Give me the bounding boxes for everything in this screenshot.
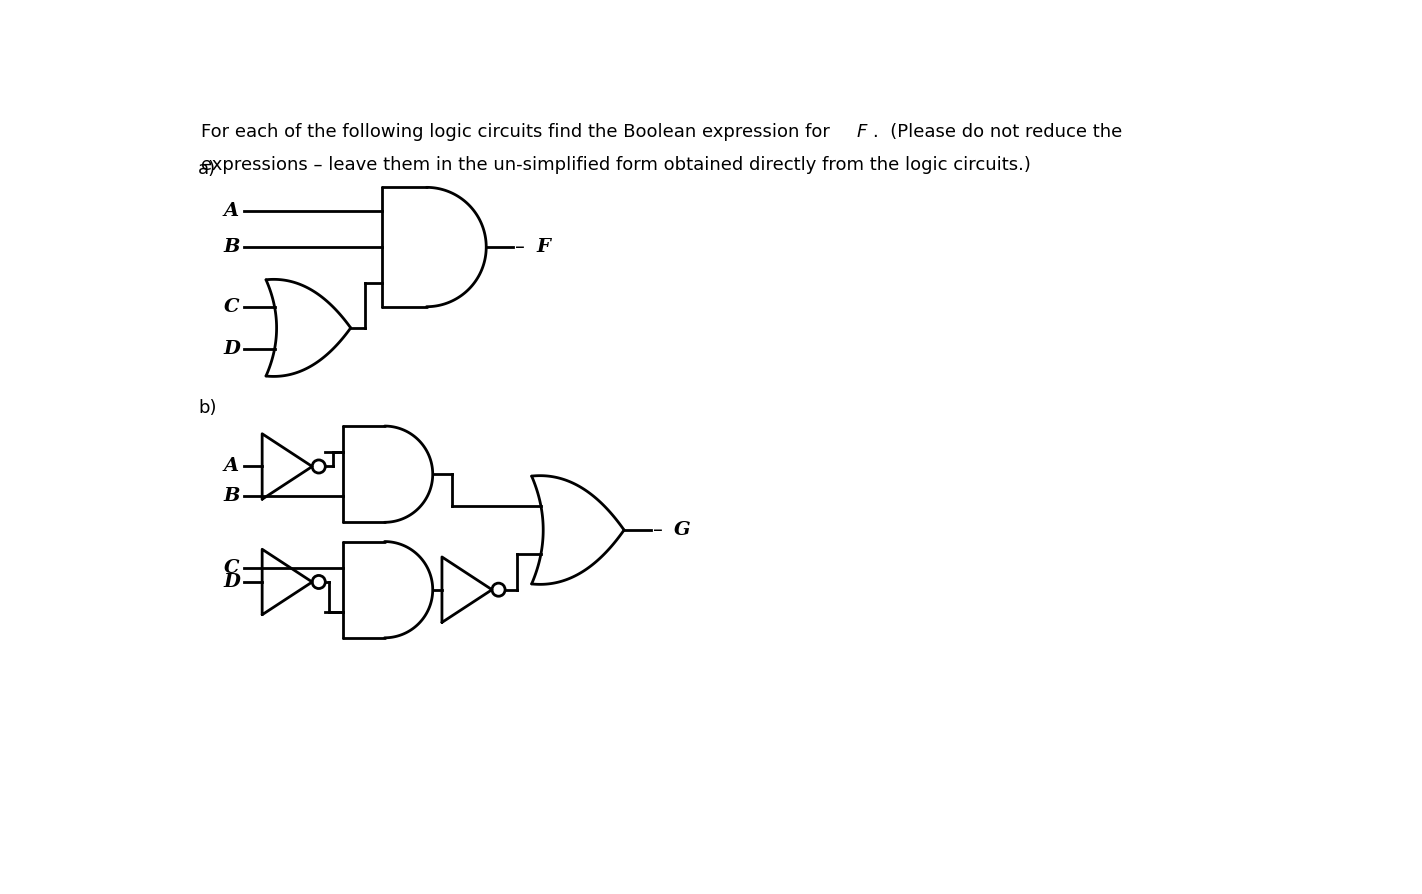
- Text: F: F: [536, 238, 550, 256]
- Text: A: A: [223, 202, 239, 220]
- Text: C: C: [223, 298, 239, 316]
- Text: A: A: [223, 458, 239, 476]
- Text: b): b): [198, 399, 216, 417]
- Text: C: C: [223, 559, 239, 577]
- Text: D: D: [223, 573, 240, 591]
- Text: B: B: [223, 487, 240, 505]
- Text: –: –: [516, 238, 525, 257]
- Text: F: F: [856, 123, 867, 141]
- Text: B: B: [223, 238, 240, 256]
- Text: a): a): [198, 160, 216, 179]
- Text: –: –: [653, 520, 663, 539]
- Text: For each of the following logic circuits find the Boolean expression for: For each of the following logic circuits…: [201, 123, 835, 141]
- Text: .  (Please do not reduce the: . (Please do not reduce the: [873, 123, 1122, 141]
- Text: G: G: [674, 521, 691, 539]
- Text: expressions – leave them in the un-simplified form obtained directly from the lo: expressions – leave them in the un-simpl…: [201, 156, 1031, 173]
- Text: D: D: [223, 340, 240, 358]
